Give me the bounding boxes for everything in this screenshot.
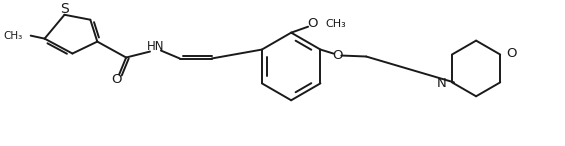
Text: N: N [436, 77, 446, 90]
Text: O: O [506, 47, 516, 60]
Text: O: O [307, 17, 318, 30]
Text: CH₃: CH₃ [325, 19, 346, 29]
Text: S: S [60, 2, 69, 16]
Text: HN: HN [147, 40, 165, 53]
Text: O: O [111, 73, 121, 86]
Text: CH₃: CH₃ [3, 31, 23, 41]
Text: O: O [332, 49, 342, 62]
